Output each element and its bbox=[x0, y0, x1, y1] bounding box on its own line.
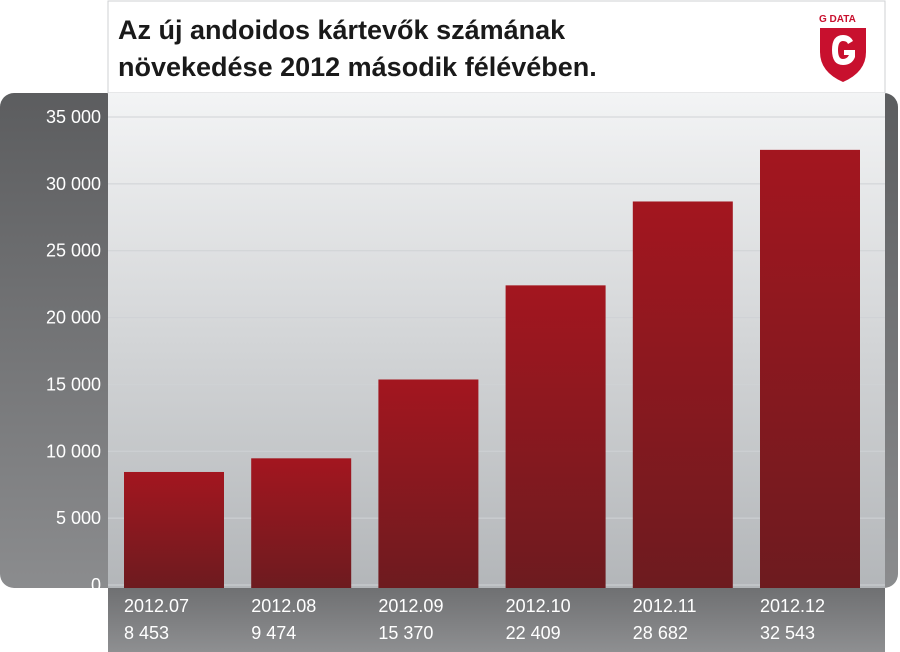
bar-2012.09 bbox=[378, 379, 479, 588]
x-category-label: 2012.10 bbox=[506, 596, 571, 616]
bar-value-label: 28 682 bbox=[633, 623, 688, 643]
bar-2012.08 bbox=[251, 458, 352, 588]
bar-value-label: 32 543 bbox=[760, 623, 815, 643]
category-strip bbox=[108, 588, 885, 652]
y-axis-ticks: 0 5 000 10 000 15 000 20 000 25 000 30 000 35 0… bbox=[46, 107, 101, 595]
x-category-label: 2012.07 bbox=[124, 596, 189, 616]
y-tick-label: 25 000 bbox=[46, 241, 101, 261]
y-tick-label: 0 bbox=[91, 575, 101, 595]
x-category-label: 2012.12 bbox=[760, 596, 825, 616]
y-tick-label: 5 000 bbox=[56, 508, 101, 528]
bar-value-label: 22 409 bbox=[506, 623, 561, 643]
y-tick-label: 15 000 bbox=[46, 374, 101, 394]
bar-2012.10 bbox=[505, 285, 606, 588]
chart-title-line-1: Az új andoidos kártevők számának bbox=[118, 15, 566, 45]
logo-text: G DATA bbox=[819, 14, 856, 25]
x-category-label: 2012.08 bbox=[251, 596, 316, 616]
bar-value-label: 8 453 bbox=[124, 623, 169, 643]
shield-icon bbox=[820, 28, 866, 82]
bar-value-label: 15 370 bbox=[378, 623, 433, 643]
title-box bbox=[107, 0, 886, 94]
y-tick-label: 35 000 bbox=[46, 107, 101, 127]
bar-value-label: 9 474 bbox=[251, 623, 296, 643]
x-axis-labels: 2012.07 8 453 2012.08 9 474 2012.09 15 370 201… bbox=[124, 596, 825, 643]
gridlines bbox=[108, 116, 885, 586]
x-category-label: 2012.11 bbox=[633, 596, 697, 616]
bars bbox=[124, 149, 860, 588]
y-tick-label: 10 000 bbox=[46, 441, 101, 461]
g-letter-icon bbox=[832, 35, 855, 65]
g-data-logo: G DATA bbox=[819, 14, 866, 82]
y-tick-label: 20 000 bbox=[46, 308, 101, 328]
chart-title-line-2: növekedése 2012 második félévében. bbox=[118, 52, 597, 82]
bar-2012.07 bbox=[124, 471, 224, 588]
plot-area bbox=[108, 93, 885, 588]
bar-2012.11 bbox=[632, 201, 733, 588]
x-category-label: 2012.09 bbox=[378, 596, 443, 616]
bar-2012.12 bbox=[760, 149, 860, 588]
y-tick-label: 30 000 bbox=[46, 174, 101, 194]
